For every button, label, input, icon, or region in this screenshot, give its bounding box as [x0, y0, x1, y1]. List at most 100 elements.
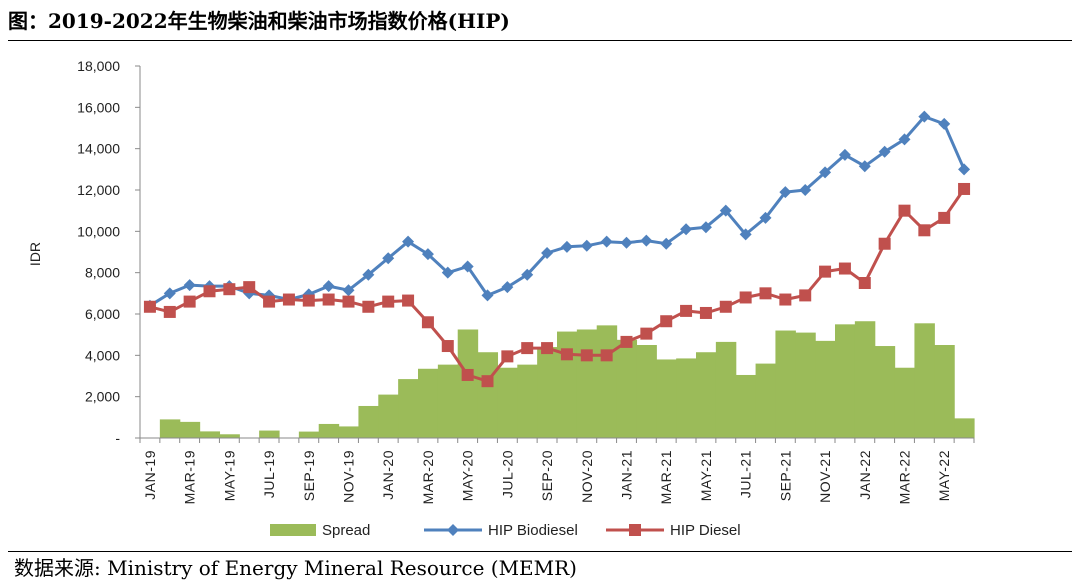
spread-bar	[398, 379, 419, 438]
hip-diesel-point	[660, 315, 673, 328]
hip-biodiesel-point	[362, 268, 375, 281]
hip-biodiesel-point	[421, 248, 434, 261]
hip-diesel-point	[898, 204, 911, 217]
legend-marker-hip-biodiesel	[447, 524, 459, 536]
hip-biodiesel-point	[699, 221, 712, 234]
x-tick-label: MAY-19	[221, 450, 237, 501]
hip-diesel-point	[620, 335, 633, 348]
x-tick-label: JAN-19	[142, 450, 158, 500]
spread-bar	[179, 421, 201, 438]
y-tick-label: 14,000	[77, 141, 120, 157]
x-tick-label: SEP-20	[539, 450, 555, 501]
hip-biodiesel-point	[580, 239, 593, 252]
hip-diesel-point	[580, 349, 593, 362]
x-tick-label: JUL-19	[261, 450, 277, 498]
hip-diesel-point	[322, 293, 335, 306]
hip-biodiesel-point	[958, 163, 971, 176]
hip-biodiesel-point	[680, 223, 693, 236]
hip-biodiesel-point	[759, 211, 772, 224]
spread-bar	[914, 323, 935, 438]
hip-biodiesel-point	[660, 237, 673, 250]
spread-bar	[656, 359, 677, 438]
hip-biodiesel-point	[938, 117, 951, 130]
hip-biodiesel-point	[719, 204, 732, 217]
hip-diesel-point	[143, 300, 156, 313]
hip-diesel-point	[699, 306, 712, 319]
legend-label-spread: Spread	[322, 522, 370, 539]
hip-biodiesel-point	[838, 148, 851, 161]
hip-diesel-point	[600, 349, 613, 362]
y-axis-title: IDR	[27, 242, 43, 266]
x-tick-label: JUL-20	[499, 450, 515, 498]
hip-price-chart: - 2,000 4,000 6,000 8,000 10,000 12,000 14,000 1…	[27, 58, 975, 539]
legend-label-hip-diesel: HIP Diesel	[670, 522, 741, 539]
x-tick-label: MAY-22	[936, 450, 952, 501]
y-axis: - 2,000 4,000 6,000 8,000 10,000 12,000 14,000 1…	[77, 58, 141, 446]
spread-bar	[199, 431, 221, 438]
spread-bar	[636, 345, 657, 438]
spread-bar	[755, 363, 777, 438]
x-tick-label: NOV-20	[579, 450, 595, 503]
hip-diesel-point	[541, 342, 554, 355]
x-tick-label: JAN-20	[380, 450, 396, 500]
spread-bar	[815, 340, 836, 438]
x-tick-label: SEP-19	[301, 450, 317, 501]
hip-biodiesel-point	[322, 280, 335, 293]
hip-diesel-point	[282, 293, 295, 306]
hip-biodiesel-point	[600, 235, 613, 248]
hip-biodiesel-point	[163, 287, 176, 300]
spread-bar	[894, 367, 916, 438]
hip-diesel-point	[739, 291, 752, 304]
spread-bar	[616, 339, 638, 438]
hip-diesel-point	[819, 265, 832, 278]
y-tick-label: 4,000	[85, 347, 120, 363]
y-tick-label: 2,000	[85, 389, 120, 405]
spread-bar	[378, 394, 399, 438]
spread-bar	[437, 364, 459, 438]
x-tick-label: MAY-21	[698, 450, 714, 501]
legend-swatch-spread	[270, 524, 316, 536]
hip-diesel-point	[719, 300, 732, 313]
spread-bar	[517, 364, 538, 438]
hip-diesel-point	[759, 287, 772, 300]
x-tick-label: JAN-21	[619, 450, 635, 500]
hip-biodiesel-line	[149, 115, 966, 307]
hip-diesel-point	[501, 350, 514, 363]
spread-bar	[497, 367, 518, 438]
x-tick-label: JAN-22	[857, 450, 873, 500]
source-rule	[8, 551, 1072, 552]
legend-label-hip-biodiesel: HIP Biodiesel	[488, 522, 578, 539]
hip-biodiesel-point	[819, 166, 832, 179]
spread-bar	[298, 431, 320, 438]
spread-bar	[159, 419, 181, 438]
spread-bar	[219, 434, 240, 438]
hip-diesel-point	[263, 295, 276, 308]
spread-bar	[954, 418, 975, 438]
hip-diesel-point	[362, 300, 375, 313]
hip-biodiesel-point	[918, 110, 931, 123]
hip-diesel-point	[640, 327, 653, 340]
hip-biodiesel-point	[858, 160, 871, 173]
hip-diesel-point	[441, 340, 454, 353]
hip-diesel-point	[838, 262, 851, 275]
hip-diesel-point	[163, 305, 176, 318]
hip-diesel-point	[382, 295, 395, 308]
hip-biodiesel-point	[560, 240, 573, 253]
x-tick-label: MAR-20	[420, 450, 436, 504]
hip-biodiesel-point	[640, 234, 653, 247]
hip-diesel-point	[243, 281, 256, 294]
hip-diesel-point	[461, 368, 474, 381]
spread-bar	[854, 321, 876, 438]
spread-bar	[775, 330, 796, 438]
hip-diesel-point	[302, 294, 315, 307]
spread-bar	[557, 331, 578, 438]
spread-bar	[338, 426, 360, 438]
hip-biodiesel-point	[481, 289, 494, 302]
line-series	[143, 110, 971, 388]
hip-diesel-point	[799, 289, 812, 302]
y-tick-label: 18,000	[77, 58, 120, 74]
hip-diesel-point	[918, 224, 931, 237]
spread-bar	[259, 430, 280, 438]
chart-legend: Spread HIP Biodiesel HIP Diesel	[270, 522, 741, 539]
hip-diesel-point	[481, 375, 494, 388]
